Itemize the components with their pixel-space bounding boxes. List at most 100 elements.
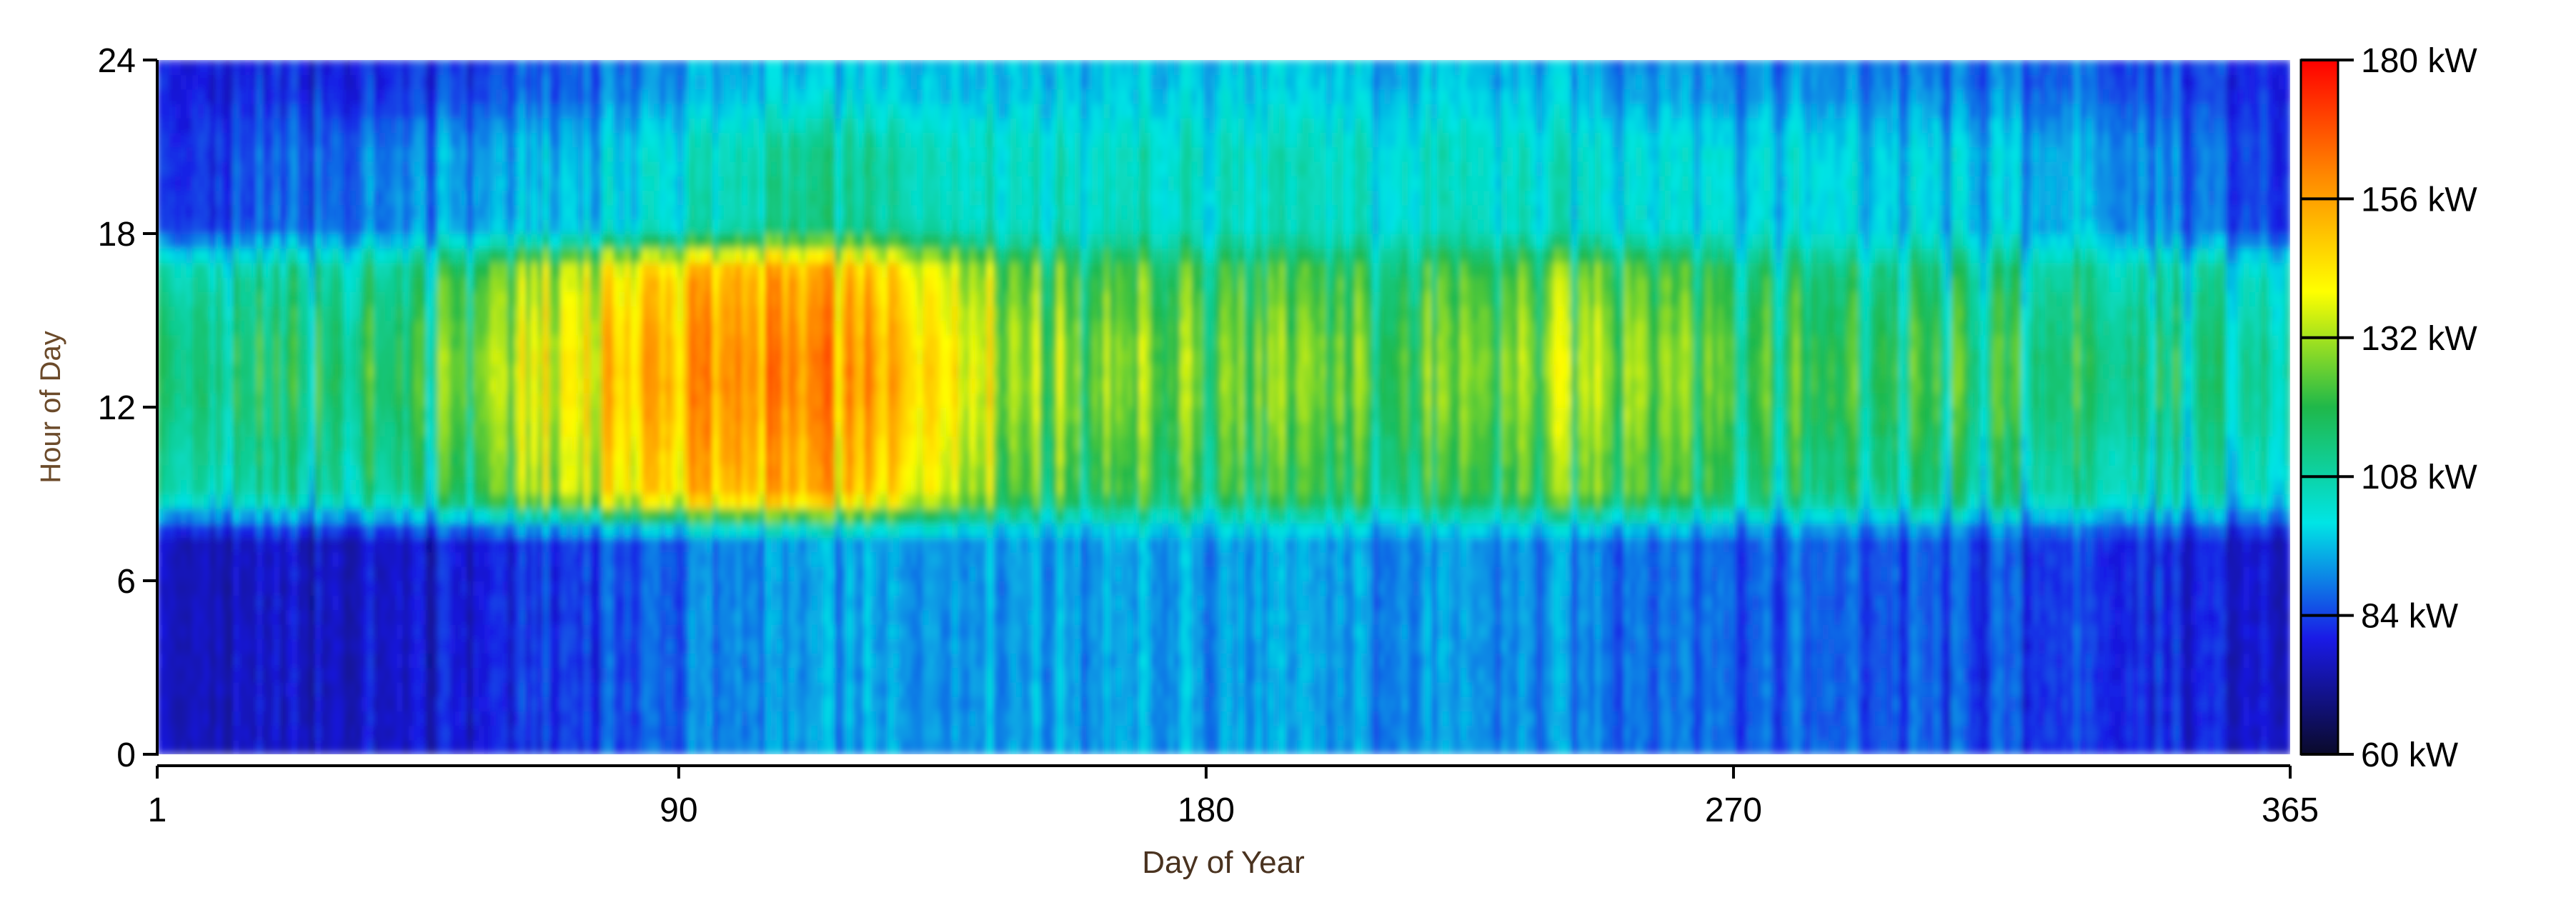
heatmap-cell	[356, 726, 362, 741]
heatmap-cell	[303, 537, 309, 552]
heatmap-cell	[724, 581, 730, 596]
heatmap-cell	[613, 219, 620, 234]
heatmap-cell	[718, 537, 725, 552]
heatmap-cell	[204, 219, 210, 234]
heatmap-cell	[332, 653, 339, 668]
heatmap-cell	[309, 465, 316, 480]
heatmap-cell	[367, 277, 374, 292]
heatmap-cell	[402, 624, 409, 639]
heatmap-cell	[344, 740, 351, 755]
heatmap-cell	[385, 726, 392, 741]
heatmap-cell	[292, 60, 298, 75]
heatmap-cell	[473, 552, 479, 567]
heatmap-cell	[677, 653, 684, 668]
heatmap-cell	[257, 451, 263, 466]
heatmap-cell	[280, 147, 287, 162]
heatmap-cell	[566, 335, 572, 350]
heatmap-cell	[543, 219, 549, 234]
heatmap-cell	[385, 682, 392, 697]
heatmap-cell	[672, 277, 678, 292]
heatmap-cell	[391, 552, 397, 567]
heatmap-cell	[321, 523, 327, 538]
heatmap-cell	[467, 379, 473, 394]
heatmap-cell	[414, 451, 421, 466]
heatmap-cell	[602, 335, 608, 350]
heatmap-cell	[292, 219, 298, 234]
heatmap-cell	[549, 321, 555, 336]
heatmap-cell	[280, 161, 287, 176]
heatmap-cell	[531, 248, 537, 263]
heatmap-cell	[473, 248, 479, 263]
heatmap-cell	[169, 566, 175, 581]
heatmap-cell	[233, 711, 239, 726]
heatmap-cell	[537, 161, 544, 176]
heatmap-cell	[519, 451, 526, 466]
heatmap-cell	[449, 161, 456, 176]
heatmap-cell	[374, 306, 380, 321]
heatmap-cell	[455, 379, 462, 394]
heatmap-cell	[344, 581, 351, 596]
heatmap-cell	[257, 161, 263, 176]
heatmap-cell	[683, 74, 690, 89]
heatmap-cell	[607, 740, 614, 755]
heatmap-cell	[490, 421, 497, 436]
heatmap-cell	[210, 552, 217, 567]
heatmap-cell	[391, 234, 397, 249]
heatmap-cell	[379, 321, 386, 336]
heatmap-cell	[514, 740, 520, 755]
heatmap-cell	[385, 118, 392, 133]
heatmap-cell	[391, 364, 397, 379]
heatmap-cell	[350, 537, 357, 552]
heatmap-cell	[222, 610, 228, 625]
heatmap-cell	[625, 364, 631, 379]
heatmap-cell	[216, 379, 222, 394]
heatmap-cell	[747, 364, 754, 379]
heatmap-cell	[397, 176, 403, 191]
heatmap-cell	[444, 147, 450, 162]
heatmap-cell	[595, 407, 602, 422]
heatmap-cell	[479, 639, 485, 654]
heatmap-cell	[759, 451, 765, 466]
heatmap-cell	[449, 624, 456, 639]
heatmap-cell	[630, 465, 637, 480]
heatmap-cell	[379, 291, 386, 306]
heatmap-cell	[701, 161, 707, 176]
heatmap-cell	[566, 566, 572, 581]
heatmap-cell	[683, 595, 690, 610]
heatmap-cell	[461, 74, 467, 89]
heatmap-cell	[566, 393, 572, 408]
heatmap-cell	[677, 595, 684, 610]
heatmap-cell	[257, 60, 263, 75]
heatmap-cell	[449, 60, 456, 75]
heatmap-cell	[169, 219, 175, 234]
heatmap-cell	[175, 132, 181, 147]
heatmap-cell	[257, 421, 263, 436]
heatmap-cell	[402, 740, 409, 755]
heatmap-cell	[642, 205, 649, 220]
heatmap-cell	[163, 682, 169, 697]
heatmap-cell	[742, 509, 748, 524]
heatmap-cell	[590, 277, 596, 292]
heatmap-cell	[192, 711, 199, 726]
heatmap-cell	[619, 436, 625, 451]
heatmap-cell	[537, 465, 544, 480]
heatmap-cell	[420, 682, 427, 697]
heatmap-cell	[297, 421, 304, 436]
heatmap-cell	[747, 696, 754, 711]
heatmap-cell	[590, 219, 596, 234]
heatmap-cell	[374, 161, 380, 176]
heatmap-cell	[537, 479, 544, 494]
heatmap-cell	[701, 726, 707, 741]
heatmap-cell	[654, 711, 660, 726]
heatmap-cell	[169, 740, 175, 755]
heatmap-cell	[514, 349, 520, 364]
heatmap-cell	[245, 379, 252, 394]
heatmap-cell	[409, 465, 415, 480]
heatmap-cell	[362, 104, 368, 119]
heatmap-cell	[724, 60, 730, 75]
heatmap-cell	[724, 234, 730, 249]
heatmap-cell	[479, 248, 485, 263]
heatmap-cell	[648, 291, 655, 306]
heatmap-cell	[233, 509, 239, 524]
heatmap-cell	[374, 711, 380, 726]
